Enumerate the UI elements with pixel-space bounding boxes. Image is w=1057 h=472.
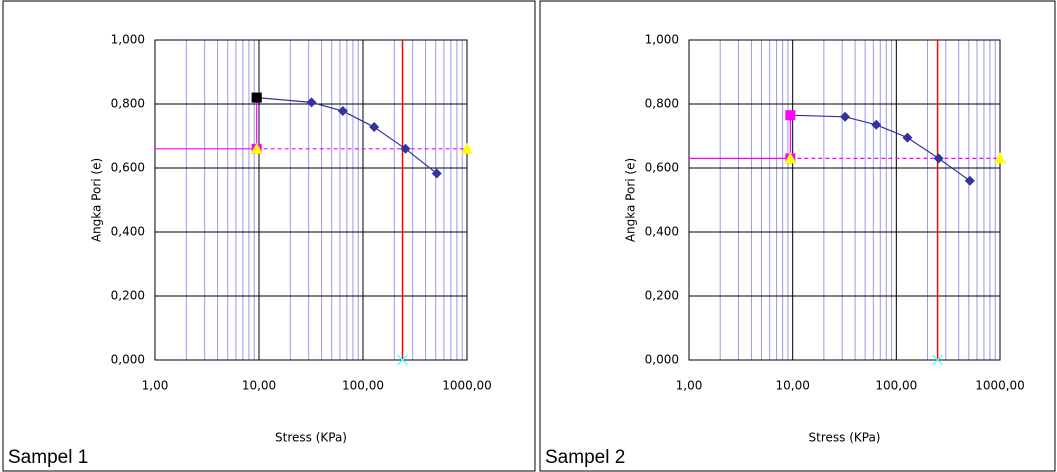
chart: 0,000 0,200 0,400 0,600 0,800 1,000 1,00 10,00 1… bbox=[8, 33, 492, 469]
marker bbox=[785, 110, 796, 121]
y-tick-label: 0,200 bbox=[645, 289, 679, 303]
marker bbox=[932, 354, 944, 366]
x-tick-label: 1,00 bbox=[142, 379, 169, 393]
panel-border bbox=[2, 0, 536, 472]
y-tick-label: 0,000 bbox=[111, 353, 145, 367]
marker bbox=[306, 97, 317, 108]
marker bbox=[461, 142, 473, 154]
x-axis-label: Stress (KPa) bbox=[275, 431, 347, 445]
x-tick-label: 1000,00 bbox=[975, 379, 1025, 393]
x-tick-label: 1,00 bbox=[676, 379, 703, 393]
marker bbox=[784, 152, 797, 164]
y-axis-label: Angka Pori (e) bbox=[624, 158, 638, 242]
chart: 0,000 0,200 0,400 0,600 0,800 1,000 1,00 10,00 1… bbox=[545, 33, 1025, 469]
x-tick-label: 100,00 bbox=[875, 379, 917, 393]
y-tick-label: 0,800 bbox=[111, 97, 145, 111]
marker bbox=[369, 122, 380, 133]
series-line bbox=[790, 114, 971, 182]
y-tick-label: 0,200 bbox=[111, 289, 145, 303]
marker bbox=[431, 168, 442, 179]
marker bbox=[964, 175, 975, 186]
marker bbox=[400, 143, 411, 154]
marker bbox=[840, 111, 851, 122]
y-tick-label: 0,400 bbox=[111, 225, 145, 239]
y-axis-label: Angka Pori (e) bbox=[90, 158, 104, 242]
y-tick-label: 0,800 bbox=[645, 97, 679, 111]
y-tick-label: 0,600 bbox=[645, 161, 679, 175]
marker bbox=[994, 152, 1006, 164]
marker bbox=[397, 354, 409, 366]
panel-border bbox=[539, 0, 1056, 472]
y-tick-label: 0,600 bbox=[111, 161, 145, 175]
chart-title: Sampel 1 bbox=[8, 447, 88, 468]
y-tick-label: 0,000 bbox=[645, 353, 679, 367]
x-tick-label: 1000,00 bbox=[442, 379, 492, 393]
x-axis-label: Stress (KPa) bbox=[809, 431, 881, 445]
y-tick-label: 0,400 bbox=[645, 225, 679, 239]
plot-frame bbox=[154, 39, 468, 361]
series-line bbox=[256, 97, 438, 174]
marker bbox=[337, 106, 348, 117]
x-tick-label: 10,00 bbox=[775, 379, 809, 393]
x-tick-label: 100,00 bbox=[342, 379, 384, 393]
marker bbox=[871, 119, 882, 130]
x-tick-label: 10,00 bbox=[242, 379, 276, 393]
plot-frame bbox=[688, 39, 1001, 361]
marker bbox=[933, 153, 944, 164]
y-tick-label: 1,000 bbox=[645, 33, 679, 47]
marker bbox=[902, 132, 913, 143]
marker bbox=[251, 92, 262, 103]
marker bbox=[250, 142, 263, 154]
y-tick-label: 1,000 bbox=[111, 33, 145, 47]
chart-title: Sampel 2 bbox=[545, 447, 625, 468]
